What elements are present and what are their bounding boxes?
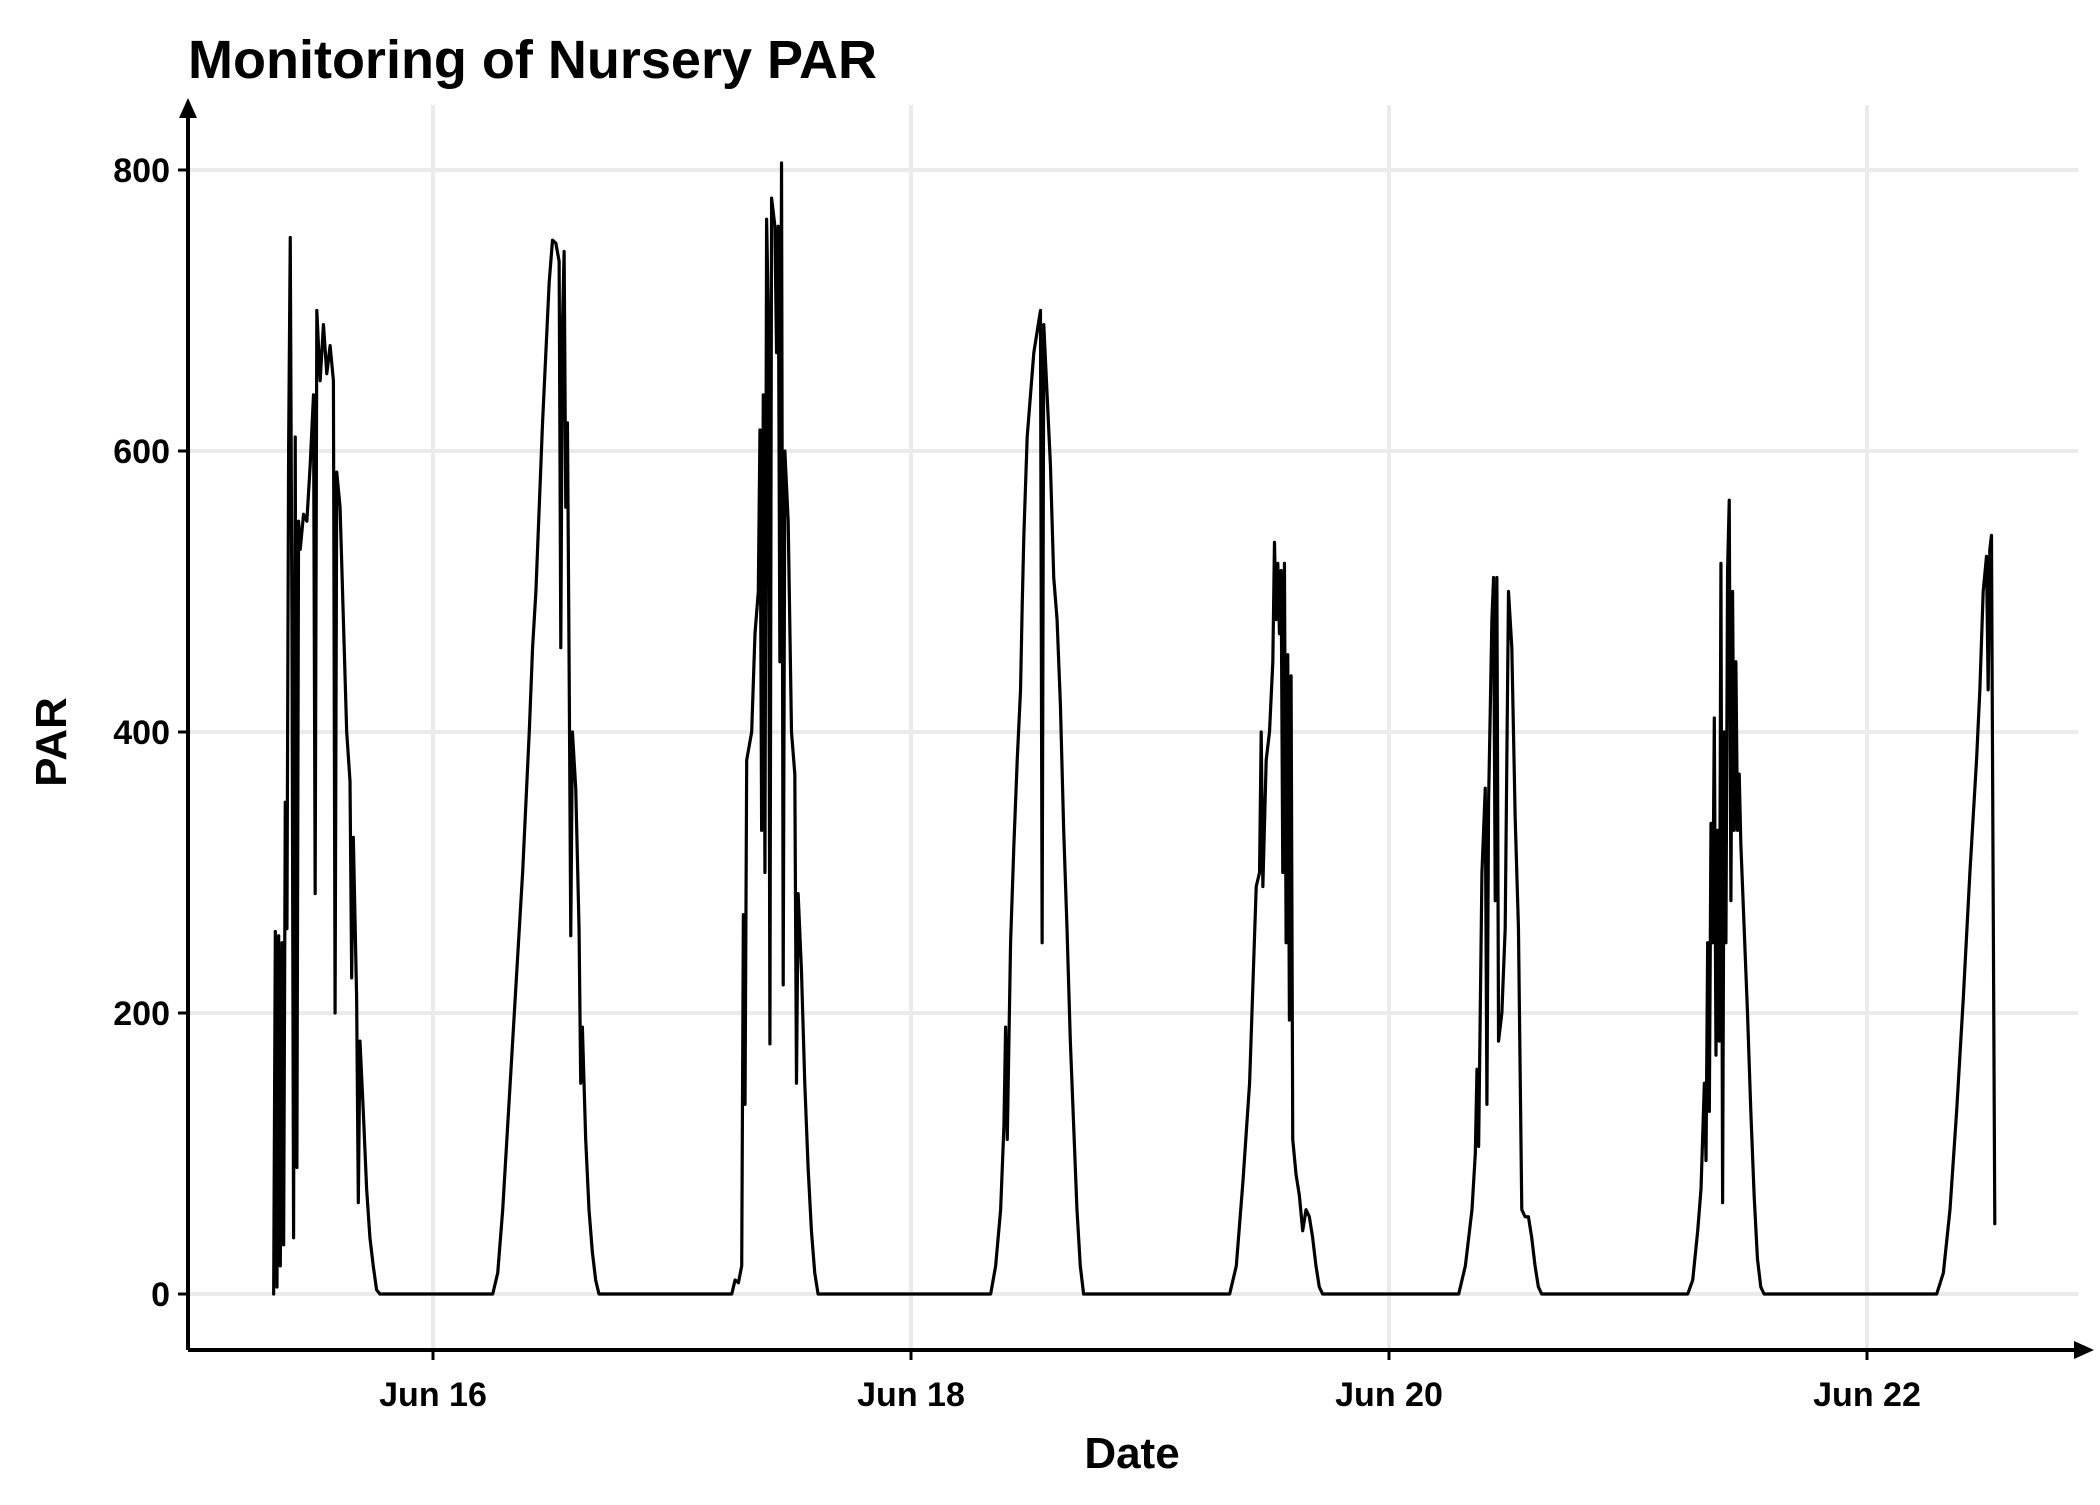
x-axis-title: Date: [1084, 1429, 1179, 1478]
y-tick-label: 400: [113, 714, 170, 752]
chart-title: Monitoring of Nursery PAR: [188, 30, 877, 90]
x-tick-label: Jun 22: [1813, 1376, 1921, 1414]
x-tick-label: Jun 18: [857, 1376, 965, 1414]
y-tick-label: 0: [151, 1276, 170, 1314]
y-axis-title: PAR: [27, 697, 76, 787]
y-tick-label: 200: [113, 995, 170, 1033]
grid-layer: [188, 105, 2078, 1350]
y-tick-label: 600: [113, 433, 170, 471]
x-tick-label: Jun 16: [379, 1376, 487, 1414]
y-axis-arrow: [179, 98, 197, 118]
par-series-line: [272, 161, 1997, 1296]
y-tick-label: 800: [113, 152, 170, 190]
axis-layer: [179, 98, 2094, 1359]
x-axis-arrow: [2074, 1341, 2094, 1359]
x-tick-label: Jun 20: [1335, 1376, 1443, 1414]
tick-layer: 0 200 400 600 800 Jun 16 Jun 18 Jun 20 Jun 22: [113, 152, 1921, 1414]
series-layer: [272, 161, 1997, 1296]
